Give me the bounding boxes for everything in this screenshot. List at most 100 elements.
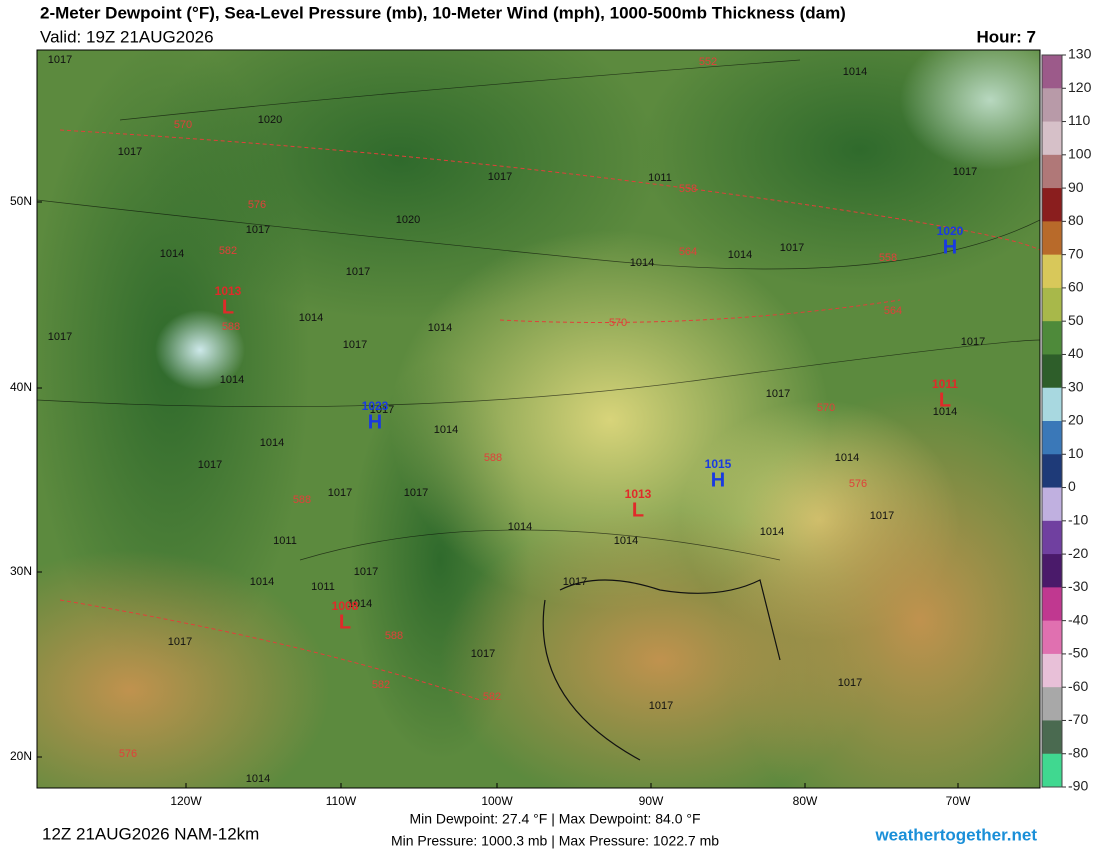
colorbar-label: -70	[1068, 711, 1088, 727]
thickness-label: 576	[119, 748, 137, 760]
pressure-center-value: 1023	[362, 399, 389, 413]
pressure-center-letter: L	[339, 611, 351, 633]
thickness-label: 552	[699, 56, 717, 68]
valid-time: Valid: 19Z 21AUG2026	[40, 27, 214, 46]
colorbar-label: -30	[1068, 578, 1088, 594]
isobar-label: 1020	[396, 214, 420, 226]
thickness-label: 588	[222, 321, 240, 333]
pressure-center-value: 1015	[705, 457, 732, 471]
thickness-label: 582	[483, 691, 501, 703]
colorbar-segment	[1042, 354, 1062, 389]
lat-label: 30N	[10, 564, 32, 578]
isobar-label: 1014	[728, 249, 752, 261]
lon-label: 100W	[481, 794, 513, 808]
thickness-label: 558	[679, 183, 697, 195]
colorbar-label: 50	[1068, 312, 1084, 328]
colorbar-label: 130	[1068, 46, 1092, 62]
lat-label: 40N	[10, 380, 32, 394]
thickness-label: 570	[174, 119, 192, 131]
isobar-label: 1014	[160, 248, 184, 260]
thickness-label: 564	[679, 246, 697, 258]
isobar-label: 1017	[48, 331, 72, 343]
isobar-label: 1017	[246, 224, 270, 236]
colorbar-label: 40	[1068, 345, 1084, 361]
isobar-label: 1017	[48, 54, 72, 66]
thickness-label: 576	[849, 478, 867, 490]
thickness-label: 582	[219, 245, 237, 257]
colorbar-label: -10	[1068, 512, 1088, 528]
isobar-label: 1020	[258, 114, 282, 126]
colorbar-label: 0	[1068, 478, 1076, 494]
colorbar-segment	[1042, 188, 1062, 222]
isobar-label: 1017	[563, 576, 587, 588]
colorbar-segment	[1042, 221, 1062, 256]
isobar-label: 1014	[246, 773, 270, 785]
colorbar-segment	[1042, 587, 1062, 622]
pressure-center-letter: H	[711, 469, 725, 491]
colorbar-label: 60	[1068, 279, 1084, 295]
pressure-center-letter: H	[943, 236, 957, 258]
isobar-label: 1014	[348, 598, 372, 610]
lon-label: 110W	[326, 794, 357, 808]
colorbar-label: 20	[1068, 412, 1084, 428]
isobar-label: 1014	[250, 576, 274, 588]
lon-label: 120W	[170, 794, 202, 808]
thickness-label: 588	[484, 452, 502, 464]
thickness-label: 588	[293, 494, 311, 506]
isobar-label: 1017	[488, 171, 512, 183]
pressure-center-value: 1013	[625, 487, 652, 501]
colorbar-label: -90	[1068, 778, 1088, 794]
colorbar-segment	[1042, 620, 1062, 655]
thickness-label: 588	[385, 630, 403, 642]
isobar-label: 1017	[370, 404, 394, 416]
colorbar-segment	[1042, 687, 1062, 721]
isobar-label: 1017	[953, 166, 977, 178]
isobar-label: 1017	[346, 266, 370, 278]
lon-label: 80W	[793, 794, 818, 808]
pressure-center-value: 1013	[215, 284, 242, 298]
colorbar-label: 110	[1068, 112, 1091, 128]
colorbar-segment	[1042, 88, 1062, 123]
isobar-label: 1017	[354, 566, 378, 578]
pressure-center-letter: L	[222, 296, 234, 318]
isobar-label: 1011	[648, 172, 672, 184]
colorbar-segment	[1042, 254, 1062, 289]
pressure-center-value: 1011	[932, 377, 958, 391]
isobar-label: 1014	[630, 257, 654, 269]
isobar-label: 1014	[220, 374, 244, 386]
colorbar-segment	[1042, 653, 1062, 688]
isobar-label: 1017	[168, 636, 192, 648]
lon-label: 70W	[946, 794, 971, 808]
colorbar-segment	[1042, 487, 1062, 522]
colorbar-segment	[1042, 520, 1062, 555]
colorbar-segment	[1042, 454, 1062, 489]
site-name: weathertogether.net	[874, 825, 1037, 844]
colorbar-segment	[1042, 287, 1062, 322]
pressure-center-letter: H	[368, 411, 382, 433]
colorbar-segment	[1042, 55, 1062, 89]
colorbar-label: -50	[1068, 645, 1088, 661]
isobar-label: 1014	[299, 312, 323, 324]
colorbar-label: -60	[1068, 678, 1088, 694]
thickness-label: 582	[372, 679, 390, 691]
colorbar-segment	[1042, 121, 1062, 156]
colorbar-segment	[1042, 421, 1062, 455]
pressure-stats: Min Pressure: 1000.3 mb | Max Pressure: …	[391, 833, 719, 849]
pressure-center-value: 1008	[332, 599, 359, 613]
isobar-label: 1017	[328, 487, 352, 499]
isobar-label: 1014	[933, 406, 957, 418]
colorbar-label: 70	[1068, 245, 1084, 261]
lon-label: 90W	[639, 794, 664, 808]
colorbar-label: 10	[1068, 445, 1084, 461]
isobar-label: 1017	[961, 336, 985, 348]
lat-label: 20N	[10, 749, 32, 763]
isobar-label: 1014	[428, 322, 452, 334]
colorbar-label: -80	[1068, 744, 1088, 760]
colorbar-label: 30	[1068, 378, 1084, 394]
colorbar-label: -20	[1068, 545, 1088, 561]
pressure-center-value: 1020	[937, 224, 964, 238]
colorbar-segment	[1042, 554, 1062, 588]
title: 2-Meter Dewpoint (°F), Sea-Level Pressur…	[40, 3, 846, 22]
colorbar-label: 80	[1068, 212, 1084, 228]
